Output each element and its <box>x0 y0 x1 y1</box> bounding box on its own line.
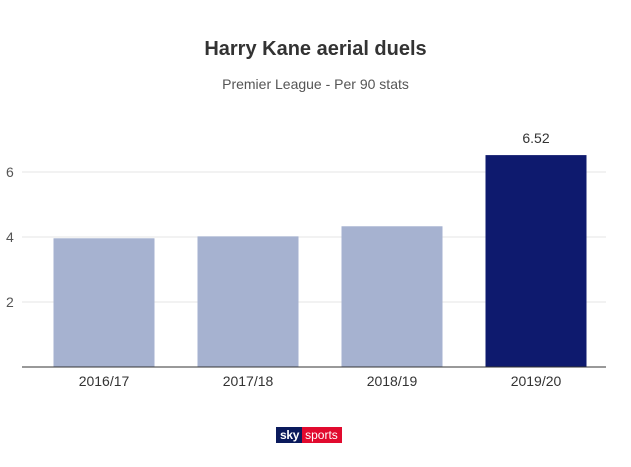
data-label: 6.52 <box>522 130 549 146</box>
logo-sports-text: sports <box>302 427 342 443</box>
x-tick-label: 2017/18 <box>223 373 274 389</box>
bar <box>197 236 299 367</box>
logo-sky-text: sky <box>276 427 303 443</box>
chart-title: Harry Kane aerial duels <box>204 38 427 60</box>
bar <box>53 238 155 367</box>
y-tick-label: 4 <box>6 229 14 245</box>
bar <box>341 226 443 367</box>
y-tick-label: 6 <box>6 164 14 180</box>
x-tick-label: 2019/20 <box>511 373 562 389</box>
bar <box>485 155 587 367</box>
chart-subtitle: Premier League - Per 90 stats <box>222 76 409 92</box>
x-tick-label: 2018/19 <box>367 373 418 389</box>
x-tick-label: 2016/17 <box>79 373 130 389</box>
y-tick-label: 2 <box>6 294 14 310</box>
sky-sports-logo: sky sports <box>276 427 342 443</box>
